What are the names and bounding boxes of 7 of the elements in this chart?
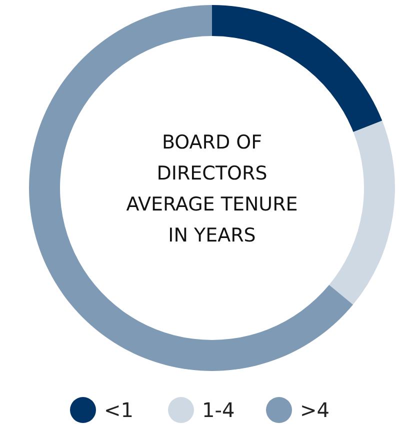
legend-label: 1-4 [202,398,235,422]
legend-label: <1 [104,398,134,422]
donut-slice [329,120,395,305]
text: BOARD OF DIRECTORS AVERAGE TENURE IN YEARS [126,132,298,246]
donut-slice [212,5,382,132]
legend-label: >4 [300,398,330,422]
donut-slice [29,5,354,371]
